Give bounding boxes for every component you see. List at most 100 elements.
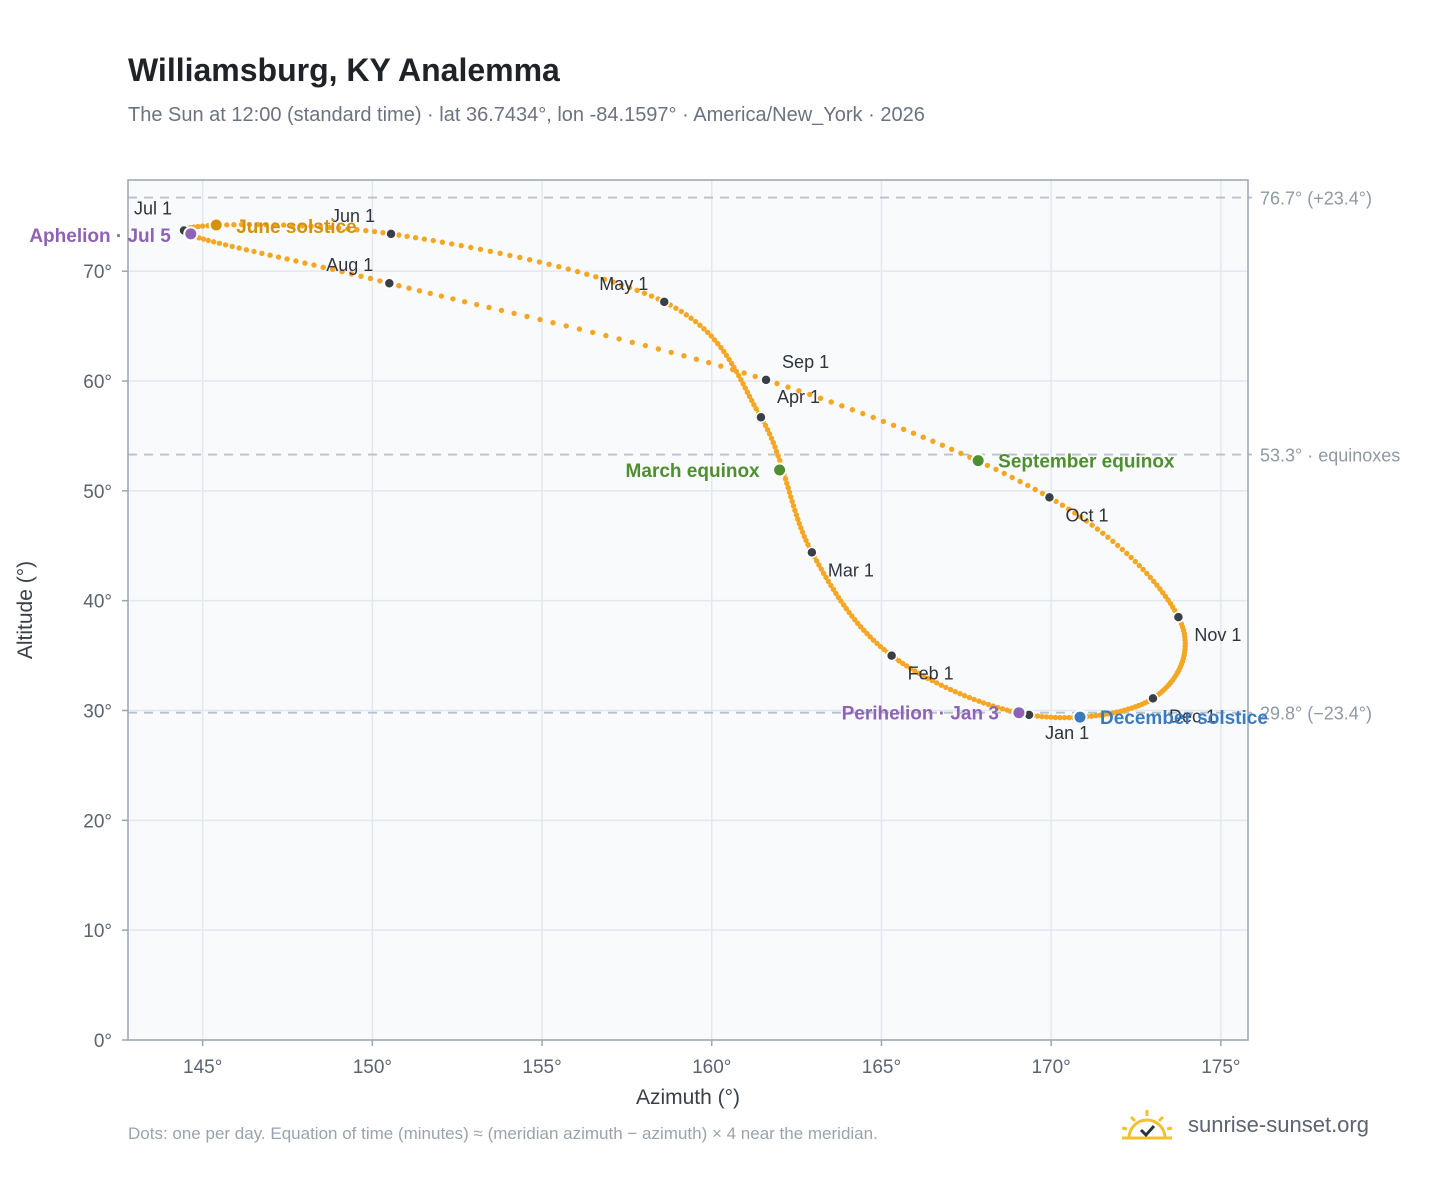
daily-sun-dot [673,305,679,311]
daily-sun-dot [789,498,795,505]
daily-sun-dot [377,278,383,284]
daily-sun-dot [813,558,820,564]
daily-sun-dot [1057,714,1063,721]
daily-sun-dot [976,698,982,704]
y-tick-label: 70° [83,262,112,283]
daily-sun-dot [216,240,223,246]
daily-sun-dot [782,476,789,482]
daily-sun-dot [775,453,781,459]
y-tick-label: 10° [83,921,112,942]
daily-sun-dot [764,427,771,433]
daily-sun-dot [275,254,282,260]
plot-background [128,180,1248,1040]
daily-sun-dot [683,312,689,318]
daily-sun-dot [742,385,748,391]
daily-sun-dot [1001,470,1007,477]
daily-sun-dot [790,503,797,509]
daily-sun-dot [1004,707,1010,713]
month-start-label: Jan 1 [1045,723,1089,743]
daily-sun-dot [584,271,590,277]
daily-sun-dot [903,663,910,669]
daily-sun-dot [833,590,839,597]
daily-sun-dot [412,235,419,241]
daily-sun-dot [222,242,229,248]
daily-sun-dot [770,439,776,446]
daily-sun-dot [943,684,949,691]
daily-sun-dot [668,349,674,356]
daily-sun-dot [641,290,648,296]
daily-sun-dot [610,279,616,285]
daily-sun-dot [708,333,714,339]
month-start-marker [1043,491,1056,504]
daily-sun-dot [642,342,649,349]
daily-sun-dot [486,304,492,311]
daily-sun-dot [339,268,345,275]
event-marker [208,217,224,233]
daily-sun-dot [796,388,802,394]
x-tick-label: 150° [353,1057,392,1078]
daily-sun-dot [477,246,484,252]
event-marker [1011,705,1027,721]
daily-sun-dot [985,701,992,708]
daily-sun-dot [576,326,583,332]
daily-sun-dot [849,407,856,413]
daily-sun-dot [267,252,273,258]
daily-sun-dot [629,339,635,345]
month-start-marker [383,277,396,289]
daily-sun-dot [565,266,571,272]
daily-sun-dot [406,285,412,291]
daily-sun-dot [546,261,552,267]
daily-sun-dot [870,637,877,643]
daily-sun-dot [738,377,744,383]
x-tick-label: 145° [183,1057,222,1078]
daily-sun-dot [1043,714,1050,720]
daily-sun-dot [326,224,333,231]
daily-sun-dot [796,520,802,527]
daily-sun-dot [900,426,907,432]
daily-sun-dot [726,356,732,363]
daily-sun-dot [1083,518,1090,524]
daily-sun-dot [820,570,827,576]
daily-sun-dot [345,226,351,232]
daily-sun-dot [817,395,824,401]
daily-sun-dot [795,516,801,522]
daily-sun-dot [487,248,493,254]
daily-sun-dot [880,418,887,425]
daily-sun-dot [852,617,858,623]
daily-sun-dot [1160,590,1166,596]
daily-sun-dot [966,694,973,701]
daily-sun-dot [498,307,505,314]
daily-sun-dot [692,318,699,325]
daily-sun-dot [835,594,842,600]
daily-sun-dot [785,384,791,390]
daily-sun-dot [728,360,735,367]
daily-sun-dot [793,512,800,518]
daily-sun-dot [816,562,822,568]
month-start-marker [806,546,818,559]
daily-sun-dot [930,438,936,444]
daily-sun-dot [616,336,622,342]
brand-logo[interactable]: sunrise-sunset.org [1120,1100,1369,1150]
daily-sun-dot [195,223,201,230]
daily-sun-dot [938,682,944,688]
event-label: Perihelion · Jan 3 [842,704,999,725]
daily-sun-dot [952,689,958,695]
daily-sun-dot [367,275,374,282]
daily-sun-dot [803,537,809,544]
daily-sun-dot [497,250,503,256]
daily-sun-dot [766,431,773,437]
event-marker [970,453,986,469]
daily-sun-dot [246,221,253,228]
daily-sun-dot [912,668,918,674]
daily-sun-dot [843,606,849,612]
daily-sun-dot [348,271,355,277]
month-start-label: Apr 1 [777,387,820,407]
daily-sun-dot [841,602,847,608]
daily-sun-dot [773,448,780,455]
daily-sun-dot [823,574,829,581]
daily-sun-dot [753,406,759,412]
daily-sun-dot [556,264,562,270]
daily-sun-dot [838,598,844,604]
month-start-marker [1172,611,1185,623]
